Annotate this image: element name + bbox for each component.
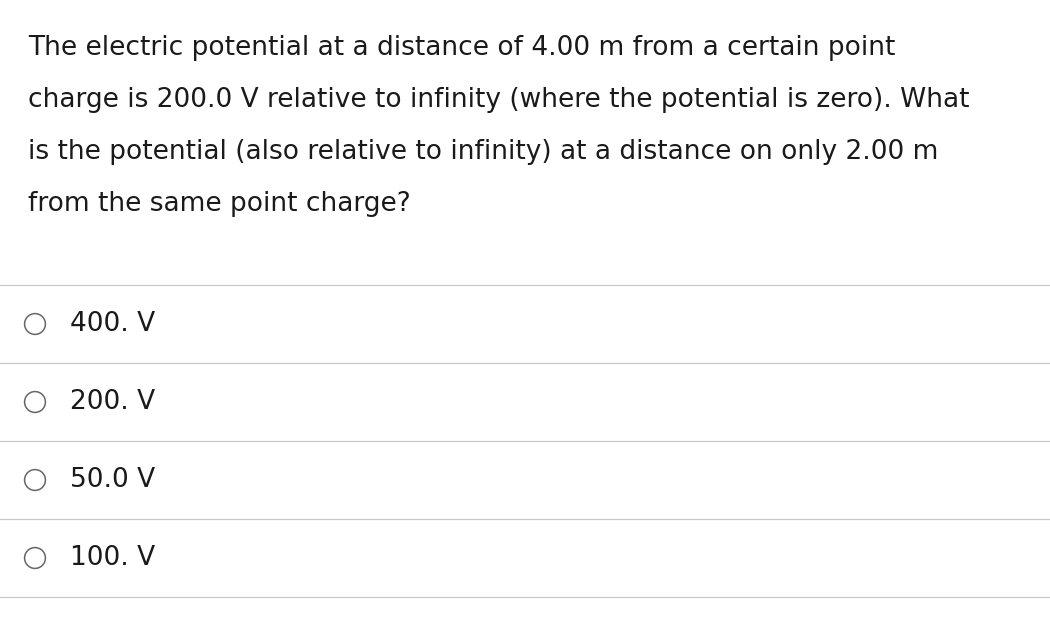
Text: charge is 200.0 V relative to infinity (where the potential is zero). What: charge is 200.0 V relative to infinity (… bbox=[28, 87, 969, 113]
Text: 200. V: 200. V bbox=[70, 389, 155, 415]
Text: 400. V: 400. V bbox=[70, 311, 155, 337]
Text: The electric potential at a distance of 4.00 m from a certain point: The electric potential at a distance of … bbox=[28, 35, 896, 61]
Text: 100. V: 100. V bbox=[70, 545, 155, 571]
Text: from the same point charge?: from the same point charge? bbox=[28, 191, 411, 217]
Text: 50.0 V: 50.0 V bbox=[70, 467, 155, 493]
Text: is the potential (also relative to infinity) at a distance on only 2.00 m: is the potential (also relative to infin… bbox=[28, 139, 939, 165]
